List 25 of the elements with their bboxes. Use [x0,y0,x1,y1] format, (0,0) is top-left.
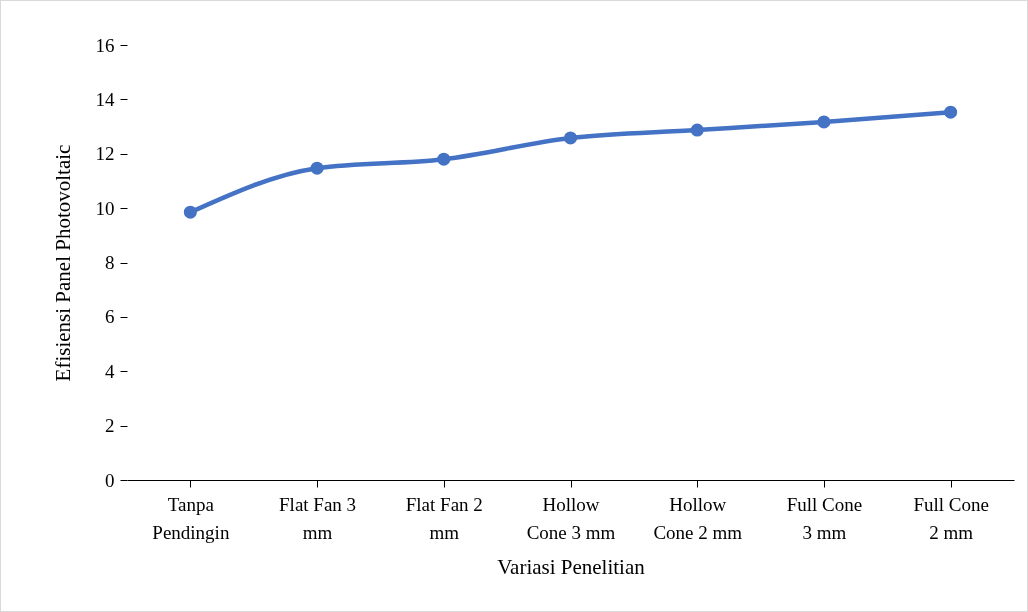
y-tick-label: 6 [105,306,115,328]
point [563,131,578,145]
point [944,105,958,119]
y-tick-label: 12 [95,143,115,165]
point [310,161,324,175]
x-tick-label: Tanpa Pendingin [152,493,230,543]
point [437,152,451,166]
y-tick-label: 16 [95,34,115,56]
x-tick-label: Hollow Cone 3 mm [526,493,616,543]
point [817,115,831,129]
x-tick-label: Flat Fan 3 mm [279,493,357,543]
x-tick-label: Flat Fan 2 mm [405,493,483,543]
y-tick-label: 0 [105,469,115,491]
y-tick-label: 8 [105,252,115,273]
y-axis-title: Efisiensi Panel Photovoltaic [50,144,75,382]
y-tick-label: 2 [105,415,115,437]
x-axis-title: Variasi Penelitian [497,554,646,579]
point [690,123,704,137]
y-tick-label: 4 [105,360,115,382]
x-tick-label: Full Cone 3 mm [786,493,863,543]
point [183,205,197,219]
x-tick-label: Hollow Cone 2 mm [653,493,743,543]
y-tick-label: 14 [95,88,115,110]
x-tick-label: Full Cone 2 mm [913,493,989,543]
y-tick-label: 10 [95,197,115,219]
